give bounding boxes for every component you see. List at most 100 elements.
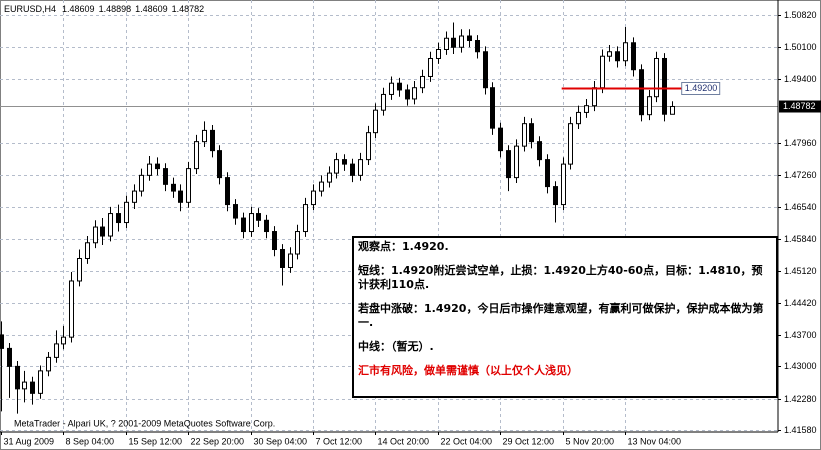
candle-body <box>537 141 542 161</box>
candle-body <box>623 42 628 62</box>
level-label: 1.49200 <box>685 83 718 93</box>
candle-body <box>93 226 98 244</box>
candle-body <box>38 370 43 394</box>
candle-body <box>202 129 207 143</box>
y-tick-label: 1.47260 <box>784 170 817 180</box>
candle-body <box>249 213 254 233</box>
x-tick-label: 22 Oct 04:00 <box>441 436 493 446</box>
close: 1.48782 <box>172 4 205 14</box>
candle-body <box>522 123 527 147</box>
candle-body <box>77 258 82 282</box>
candle-body <box>428 57 433 77</box>
candle-body <box>483 51 488 89</box>
candle-body <box>225 177 230 206</box>
candle-body <box>217 150 222 179</box>
candle-body <box>381 93 386 111</box>
candle-body <box>147 163 152 176</box>
candle-body <box>498 127 503 152</box>
candle-body <box>639 69 644 116</box>
candle-body <box>514 145 519 179</box>
x-tick-label: 7 Oct 12:00 <box>316 436 363 446</box>
candle-body <box>100 226 105 237</box>
candle-body <box>584 105 589 113</box>
x-tick-label: 13 Nov 04:00 <box>628 436 682 446</box>
candle-body <box>389 82 394 95</box>
y-tick-label: 1.46540 <box>784 202 817 212</box>
candle-body <box>631 42 636 71</box>
x-tick-label: 8 Sep 04:00 <box>66 436 115 446</box>
x-tick-label: 22 Sep 20:00 <box>191 436 245 446</box>
candle-body <box>116 213 121 224</box>
candle-body <box>186 168 191 203</box>
candle-body <box>124 201 129 224</box>
candle-body <box>15 365 20 390</box>
candle-body <box>108 213 113 237</box>
high: 1.48898 <box>99 4 132 14</box>
candle-body <box>54 343 59 358</box>
candle-body <box>366 132 371 161</box>
candle-body <box>22 381 27 390</box>
candle-body <box>467 35 472 42</box>
note-line: 中线：（暂无）. <box>358 340 434 353</box>
y-tick-label: 1.49400 <box>784 74 817 84</box>
candle-body <box>319 181 324 192</box>
candle-body <box>233 204 238 219</box>
current-price-box <box>779 100 821 113</box>
candle-body <box>139 174 144 192</box>
x-tick-label: 15 Sep 12:00 <box>129 436 183 446</box>
candle-body <box>342 159 347 165</box>
low: 1.48609 <box>135 4 168 14</box>
header: EURUSD,H4 1.48609 1.48898 1.48609 1.48782 <box>4 4 204 14</box>
candle-body <box>444 37 449 50</box>
candle-body <box>30 381 35 394</box>
y-tick-label: 1.43000 <box>784 361 817 371</box>
candle-body <box>459 35 464 48</box>
candle-body <box>592 87 597 107</box>
x-tick-label: 31 Aug 2009 <box>4 436 55 446</box>
x-tick-label: 30 Sep 04:00 <box>254 436 308 446</box>
candle-body <box>272 231 277 251</box>
candle-body <box>85 242 90 260</box>
candle-body <box>647 96 652 116</box>
candle-body <box>171 183 176 192</box>
candle-body <box>506 150 511 179</box>
y-tick-label: 1.44420 <box>784 298 817 308</box>
candle-body <box>568 123 573 165</box>
y-tick-label: 1.41580 <box>784 425 817 435</box>
candle-body <box>412 87 417 100</box>
candle-body <box>350 163 355 176</box>
candle-body <box>615 51 620 62</box>
candle-body <box>662 57 667 115</box>
candle-body <box>178 190 183 203</box>
candle-body <box>7 347 12 367</box>
y-tick-label: 1.50100 <box>784 42 817 52</box>
candle-body <box>373 109 378 134</box>
current-price-label: 1.48782 <box>783 101 816 111</box>
candle-body <box>576 111 581 125</box>
candle-body <box>163 168 168 185</box>
candle-body <box>529 123 534 143</box>
y-tick-label: 1.50820 <box>784 10 817 20</box>
candle-body <box>545 159 550 188</box>
candle-body <box>132 190 137 203</box>
candle-body <box>241 217 246 233</box>
note-box: 观察点：1.4920. 短线：1.4920附近尝试空单，止损：1.4920上方4… <box>352 236 778 398</box>
candle-body <box>436 48 441 59</box>
candle-body <box>397 82 402 91</box>
candle-body <box>607 51 612 57</box>
candle-body <box>670 105 675 115</box>
candle-body <box>0 334 4 349</box>
candle-body <box>194 141 199 170</box>
footer: MetaTrader - Alpari UK, ? 2001-2009 Meta… <box>14 418 275 428</box>
note-line: 若盘中涨破：1.4920，今日后市操作建意观望，有赢利可做保护，保护成本做为第一… <box>358 302 764 329</box>
candle-body <box>280 249 285 268</box>
candle-body <box>553 186 558 206</box>
y-tick-label: 1.47960 <box>784 138 817 148</box>
candle-body <box>288 253 293 268</box>
candle-body <box>490 87 495 129</box>
note-line: 短线：1.4920附近尝试空单，止损：1.4920上方40-60点，目标：1.4… <box>358 264 763 291</box>
note-line: 观察点：1.4920. <box>358 240 449 253</box>
candle-body <box>358 159 363 176</box>
candle-body <box>155 163 160 170</box>
